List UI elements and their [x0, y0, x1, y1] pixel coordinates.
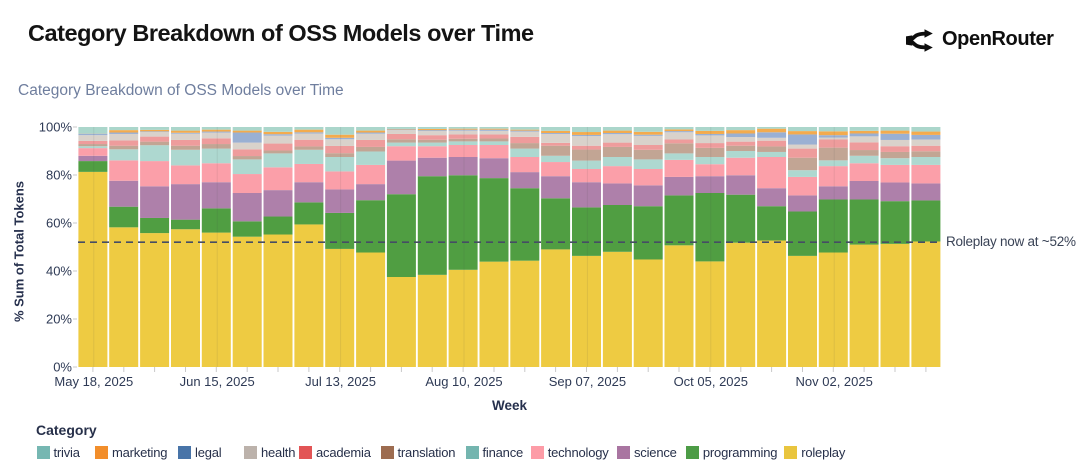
svg-text:0%: 0%: [53, 360, 72, 375]
svg-text:Aug 10, 2025: Aug 10, 2025: [425, 374, 502, 389]
svg-text:Jul 13, 2025: Jul 13, 2025: [305, 374, 376, 389]
svg-text:60%: 60%: [46, 216, 72, 231]
svg-text:40%: 40%: [46, 264, 72, 279]
svg-text:May 18, 2025: May 18, 2025: [54, 374, 133, 389]
svg-text:Oct 05, 2025: Oct 05, 2025: [674, 374, 748, 389]
svg-text:Sep 07, 2025: Sep 07, 2025: [549, 374, 626, 389]
svg-text:100%: 100%: [39, 120, 73, 135]
svg-text:20%: 20%: [46, 312, 72, 327]
svg-text:80%: 80%: [46, 168, 72, 183]
svg-text:Nov 02, 2025: Nov 02, 2025: [796, 374, 873, 389]
svg-text:Jun 15, 2025: Jun 15, 2025: [180, 374, 255, 389]
